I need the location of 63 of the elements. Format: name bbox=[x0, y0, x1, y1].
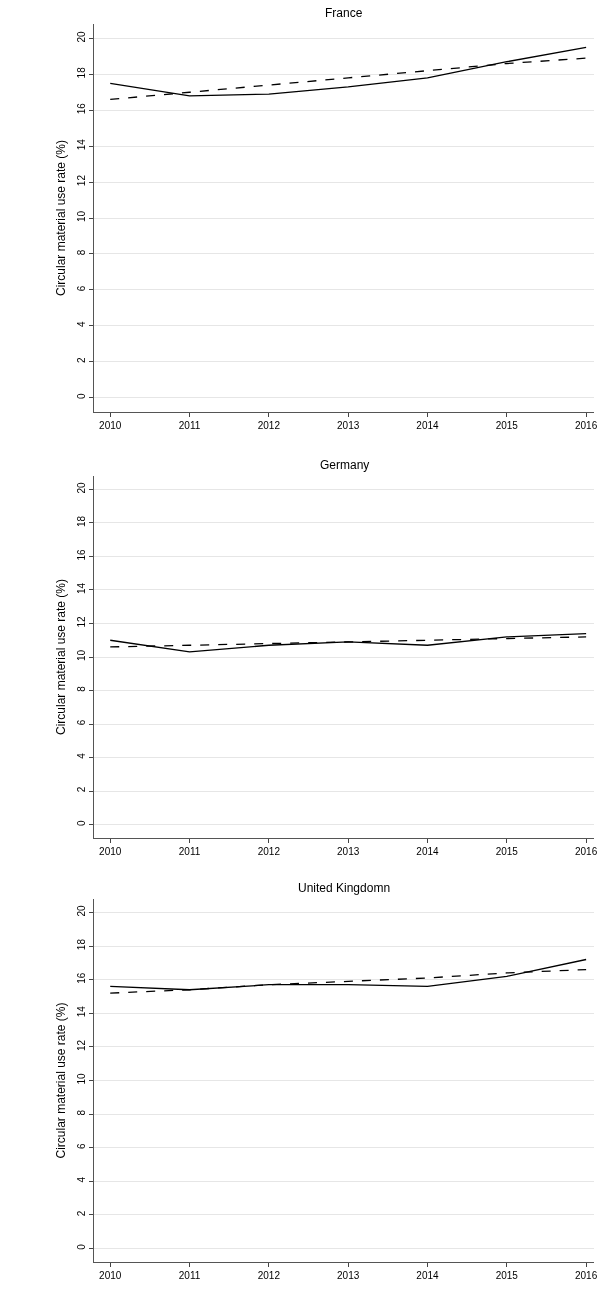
y-tick-label: 14 bbox=[76, 582, 88, 595]
y-axis-title: Circular material use rate (%) bbox=[53, 1002, 68, 1159]
x-tick-label: 2012 bbox=[257, 420, 281, 431]
y-tick-label: 2 bbox=[76, 1210, 88, 1217]
y-axis-title: Circular material use rate (%) bbox=[53, 139, 68, 297]
x-tick-label: 2015 bbox=[495, 420, 519, 431]
y-tick-label: 8 bbox=[76, 249, 88, 256]
line-series bbox=[109, 46, 587, 97]
y-tick-label: 2 bbox=[76, 356, 88, 363]
y-tick-label: 0 bbox=[76, 1243, 88, 1250]
y-tick-label: 0 bbox=[76, 392, 88, 399]
line-series bbox=[109, 632, 587, 653]
x-tick-label: 2011 bbox=[178, 846, 201, 857]
y-tick-label: 12 bbox=[76, 1039, 88, 1051]
y-tick-label: 20 bbox=[76, 904, 88, 917]
x-tick-label: 2010 bbox=[99, 846, 122, 857]
line-series bbox=[109, 958, 587, 991]
x-tick-label: 2011 bbox=[178, 420, 201, 431]
y-tick-label: 10 bbox=[76, 210, 88, 223]
y-tick-label: 16 bbox=[76, 548, 88, 561]
y-tick-label: 4 bbox=[76, 321, 88, 328]
y-tick-label: 14 bbox=[76, 1005, 88, 1018]
x-tick-label: 2013 bbox=[337, 1270, 360, 1281]
x-tick-label: 2014 bbox=[416, 1270, 440, 1281]
x-tick-label: 2015 bbox=[495, 846, 519, 857]
y-tick-label: 10 bbox=[76, 1073, 88, 1085]
y-tick-label: 0 bbox=[76, 819, 88, 826]
x-tick-label: 2014 bbox=[416, 846, 440, 857]
chart-title: France bbox=[325, 6, 363, 20]
y-tick-label: 18 bbox=[76, 66, 88, 79]
y-tick-label: 20 bbox=[76, 481, 88, 494]
y-tick-label: 14 bbox=[76, 138, 88, 151]
y-tick-label: 4 bbox=[76, 752, 88, 759]
x-tick-label: 2011 bbox=[178, 1270, 201, 1281]
x-tick-label: 2013 bbox=[337, 846, 360, 857]
x-tick-label: 2016 bbox=[575, 1270, 598, 1281]
y-axis-title: Circular material use rate (%) bbox=[53, 578, 68, 736]
y-tick-label: 20 bbox=[76, 30, 88, 43]
y-tick-label: 8 bbox=[76, 685, 88, 692]
y-tick-label: 10 bbox=[76, 649, 88, 662]
x-tick-label: 2015 bbox=[495, 1270, 519, 1281]
y-tick-label: 6 bbox=[76, 719, 88, 726]
y-tick-label: 4 bbox=[76, 1176, 88, 1183]
y-tick-label: 16 bbox=[76, 102, 88, 115]
chart-title: Germany bbox=[320, 458, 370, 472]
chart-title: United Kingdomn bbox=[298, 881, 391, 895]
x-tick-label: 2010 bbox=[99, 1270, 122, 1281]
y-tick-label: 6 bbox=[76, 1143, 88, 1149]
x-tick-label: 2012 bbox=[257, 1270, 281, 1281]
y-tick-label: 12 bbox=[76, 174, 88, 187]
x-tick-label: 2014 bbox=[416, 420, 440, 431]
y-tick-label: 18 bbox=[76, 515, 88, 527]
y-tick-label: 6 bbox=[76, 285, 88, 292]
y-tick-label: 8 bbox=[76, 1109, 88, 1116]
x-tick-label: 2012 bbox=[257, 846, 281, 857]
x-tick-label: 2010 bbox=[99, 420, 122, 431]
y-tick-label: 12 bbox=[76, 615, 88, 628]
x-tick-label: 2016 bbox=[575, 420, 598, 431]
y-tick-label: 2 bbox=[76, 786, 88, 793]
y-tick-label: 16 bbox=[76, 972, 88, 984]
x-tick-label: 2016 bbox=[575, 846, 598, 857]
x-tick-label: 2013 bbox=[337, 420, 360, 431]
y-tick-label: 18 bbox=[76, 938, 88, 951]
